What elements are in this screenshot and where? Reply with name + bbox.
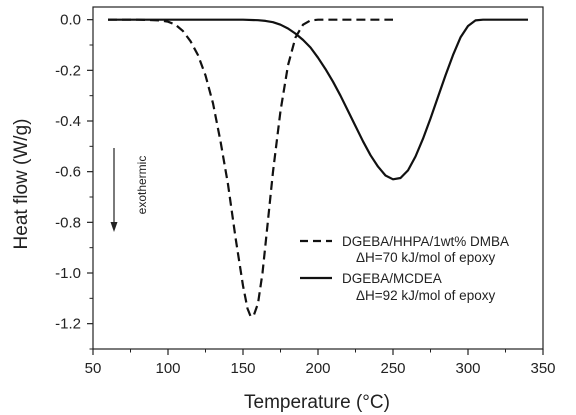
legend-label-series-2: DGEBA/MCDEA: [342, 271, 442, 286]
exothermic-arrow-head: [110, 222, 118, 232]
y-tick-label: -0.6: [55, 164, 81, 181]
y-tick-label: -0.4: [55, 113, 81, 130]
y-tick-label: -1.0: [55, 265, 81, 282]
y-axis-title: Heat flow (W/g): [11, 119, 32, 250]
x-tick-label: 300: [455, 360, 480, 377]
x-tick-label: 100: [155, 360, 180, 377]
y-tick-label: 0.0: [60, 12, 81, 29]
x-axis-title: Temperature (°C): [244, 392, 390, 413]
legend-label-series-1: DGEBA/HHPA/1wt% DMBA: [342, 234, 509, 249]
y-tick-label: -0.2: [55, 62, 81, 79]
axes-layer: 50 100 150 200 250 300 350 0.0 -0.2 -0.4 -0.6 -0.8 -…: [55, 6, 556, 377]
legend: DGEBA/HHPA/1wt% DMBA ΔH=70 kJ/mol of epo…: [300, 234, 509, 303]
exothermic-annotation: exothermic: [110, 148, 149, 232]
series-line-2: [108, 18, 528, 181]
x-tick-label: 350: [530, 360, 555, 377]
exothermic-label: exothermic: [135, 156, 149, 215]
series-line-1: [108, 18, 393, 318]
x-tick-label: 200: [305, 360, 330, 377]
x-tick-label: 50: [85, 360, 102, 377]
x-tick-label: 250: [380, 360, 405, 377]
x-tick-label: 150: [230, 360, 255, 377]
legend-sublabel-series-2: ΔH=92 kJ/mol of epoxy: [356, 288, 495, 303]
y-tick-label: -1.2: [55, 316, 81, 333]
curves-layer: [108, 18, 528, 318]
y-tick-label: -0.8: [55, 214, 81, 231]
legend-sublabel-series-1: ΔH=70 kJ/mol of epoxy: [356, 250, 495, 265]
